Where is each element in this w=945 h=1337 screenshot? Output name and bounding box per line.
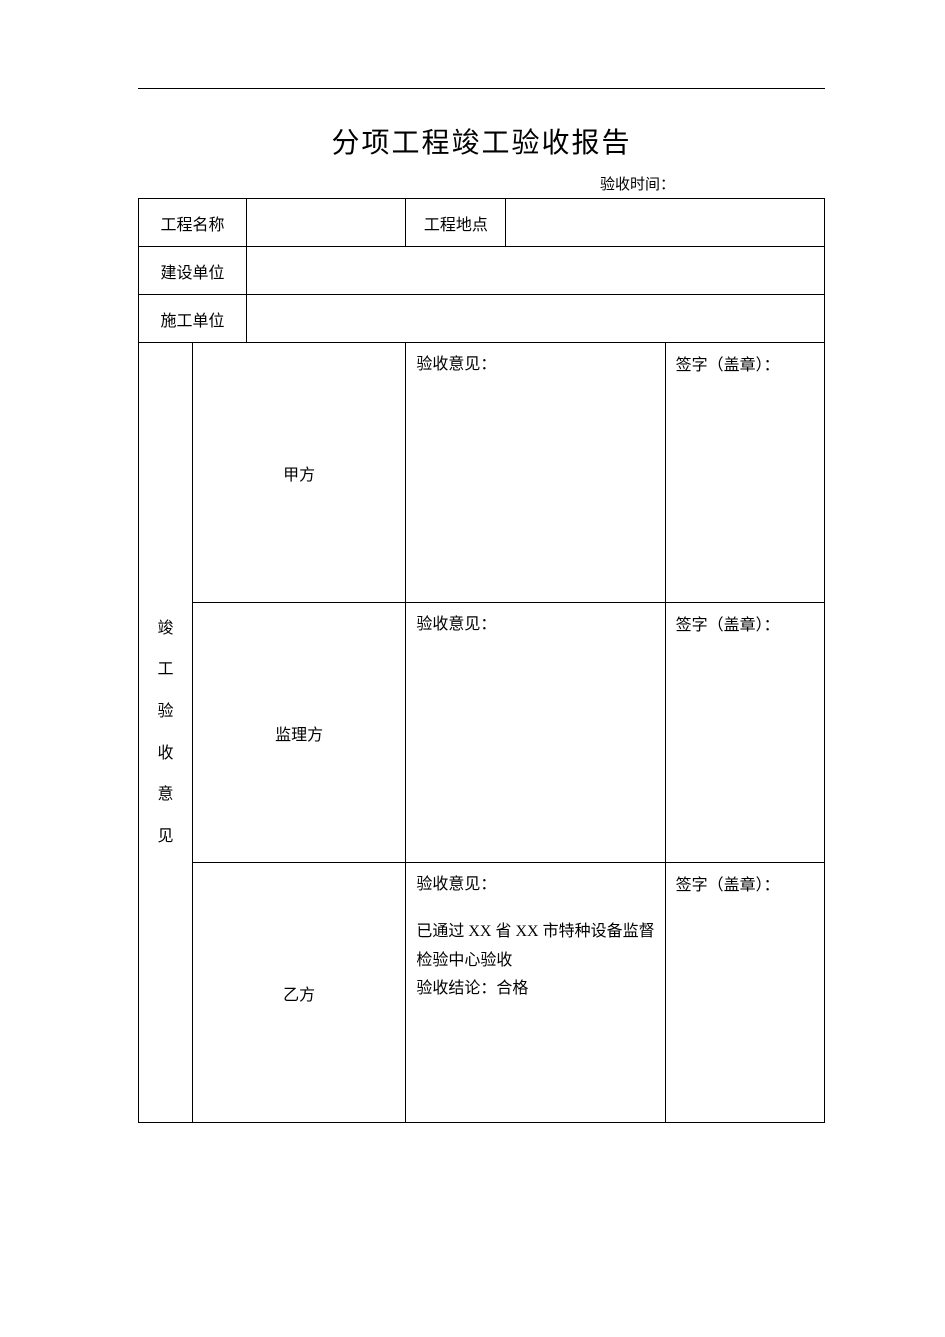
opinion-label: 验收意见： — [416, 351, 654, 380]
construction-unit-label: 建设单位 — [139, 247, 247, 295]
party-a-opinion-cell: 验收意见： — [406, 343, 665, 603]
party-supervisor-opinion-cell: 验收意见： — [406, 603, 665, 863]
opinion-label: 验收意见： — [416, 611, 654, 640]
table-row: 施工单位 — [139, 295, 825, 343]
opinion-label: 验收意见： — [416, 871, 654, 900]
party-a-signature-cell: 签字（盖章）： — [665, 343, 824, 603]
party-b-signature-cell: 签字（盖章）： — [665, 863, 824, 1123]
table-row: 监理方 验收意见： 签字（盖章）： — [139, 603, 825, 863]
party-supervisor-label: 监理方 — [193, 603, 406, 863]
party-a-label: 甲方 — [193, 343, 406, 603]
vertical-char: 竣 — [139, 608, 192, 650]
top-rule-line — [138, 88, 825, 89]
signature-label: 签字（盖章）： — [676, 351, 814, 375]
party-supervisor-signature-cell: 签字（盖章）： — [665, 603, 824, 863]
party-b-label: 乙方 — [193, 863, 406, 1123]
page-container: 分项工程竣工验收报告 验收时间： 工程名称 工程地点 建设单位 施工单位 竣 工… — [0, 0, 945, 1123]
vertical-char: 工 — [139, 649, 192, 691]
contractor-unit-value — [247, 295, 825, 343]
signature-label: 签字（盖章）： — [676, 871, 814, 895]
vertical-char: 验 — [139, 691, 192, 733]
table-row: 竣 工 验 收 意 见 甲方 验收意见： 签字（盖章）： — [139, 343, 825, 603]
vertical-char: 意 — [139, 774, 192, 816]
table-row: 工程名称 工程地点 — [139, 199, 825, 247]
document-title: 分项工程竣工验收报告 — [138, 121, 825, 161]
table-row: 建设单位 — [139, 247, 825, 295]
vertical-char: 见 — [139, 816, 192, 858]
project-name-label: 工程名称 — [139, 199, 247, 247]
project-location-value — [506, 199, 825, 247]
opinion-body: 已通过 XX 省 XX 市特种设备监督检验中心验收验收结论：合格 — [416, 918, 654, 1004]
vertical-char: 收 — [139, 733, 192, 775]
signature-label: 签字（盖章）： — [676, 611, 814, 635]
acceptance-report-table: 工程名称 工程地点 建设单位 施工单位 竣 工 验 收 意 见 甲方 — [138, 198, 825, 1123]
project-location-label: 工程地点 — [406, 199, 506, 247]
party-b-opinion-cell: 验收意见： 已通过 XX 省 XX 市特种设备监督检验中心验收验收结论：合格 — [406, 863, 665, 1123]
construction-unit-value — [247, 247, 825, 295]
acceptance-vertical-header: 竣 工 验 收 意 见 — [139, 343, 193, 1123]
project-name-value — [247, 199, 406, 247]
acceptance-time-label: 验收时间： — [138, 173, 825, 194]
table-row: 乙方 验收意见： 已通过 XX 省 XX 市特种设备监督检验中心验收验收结论：合… — [139, 863, 825, 1123]
contractor-unit-label: 施工单位 — [139, 295, 247, 343]
